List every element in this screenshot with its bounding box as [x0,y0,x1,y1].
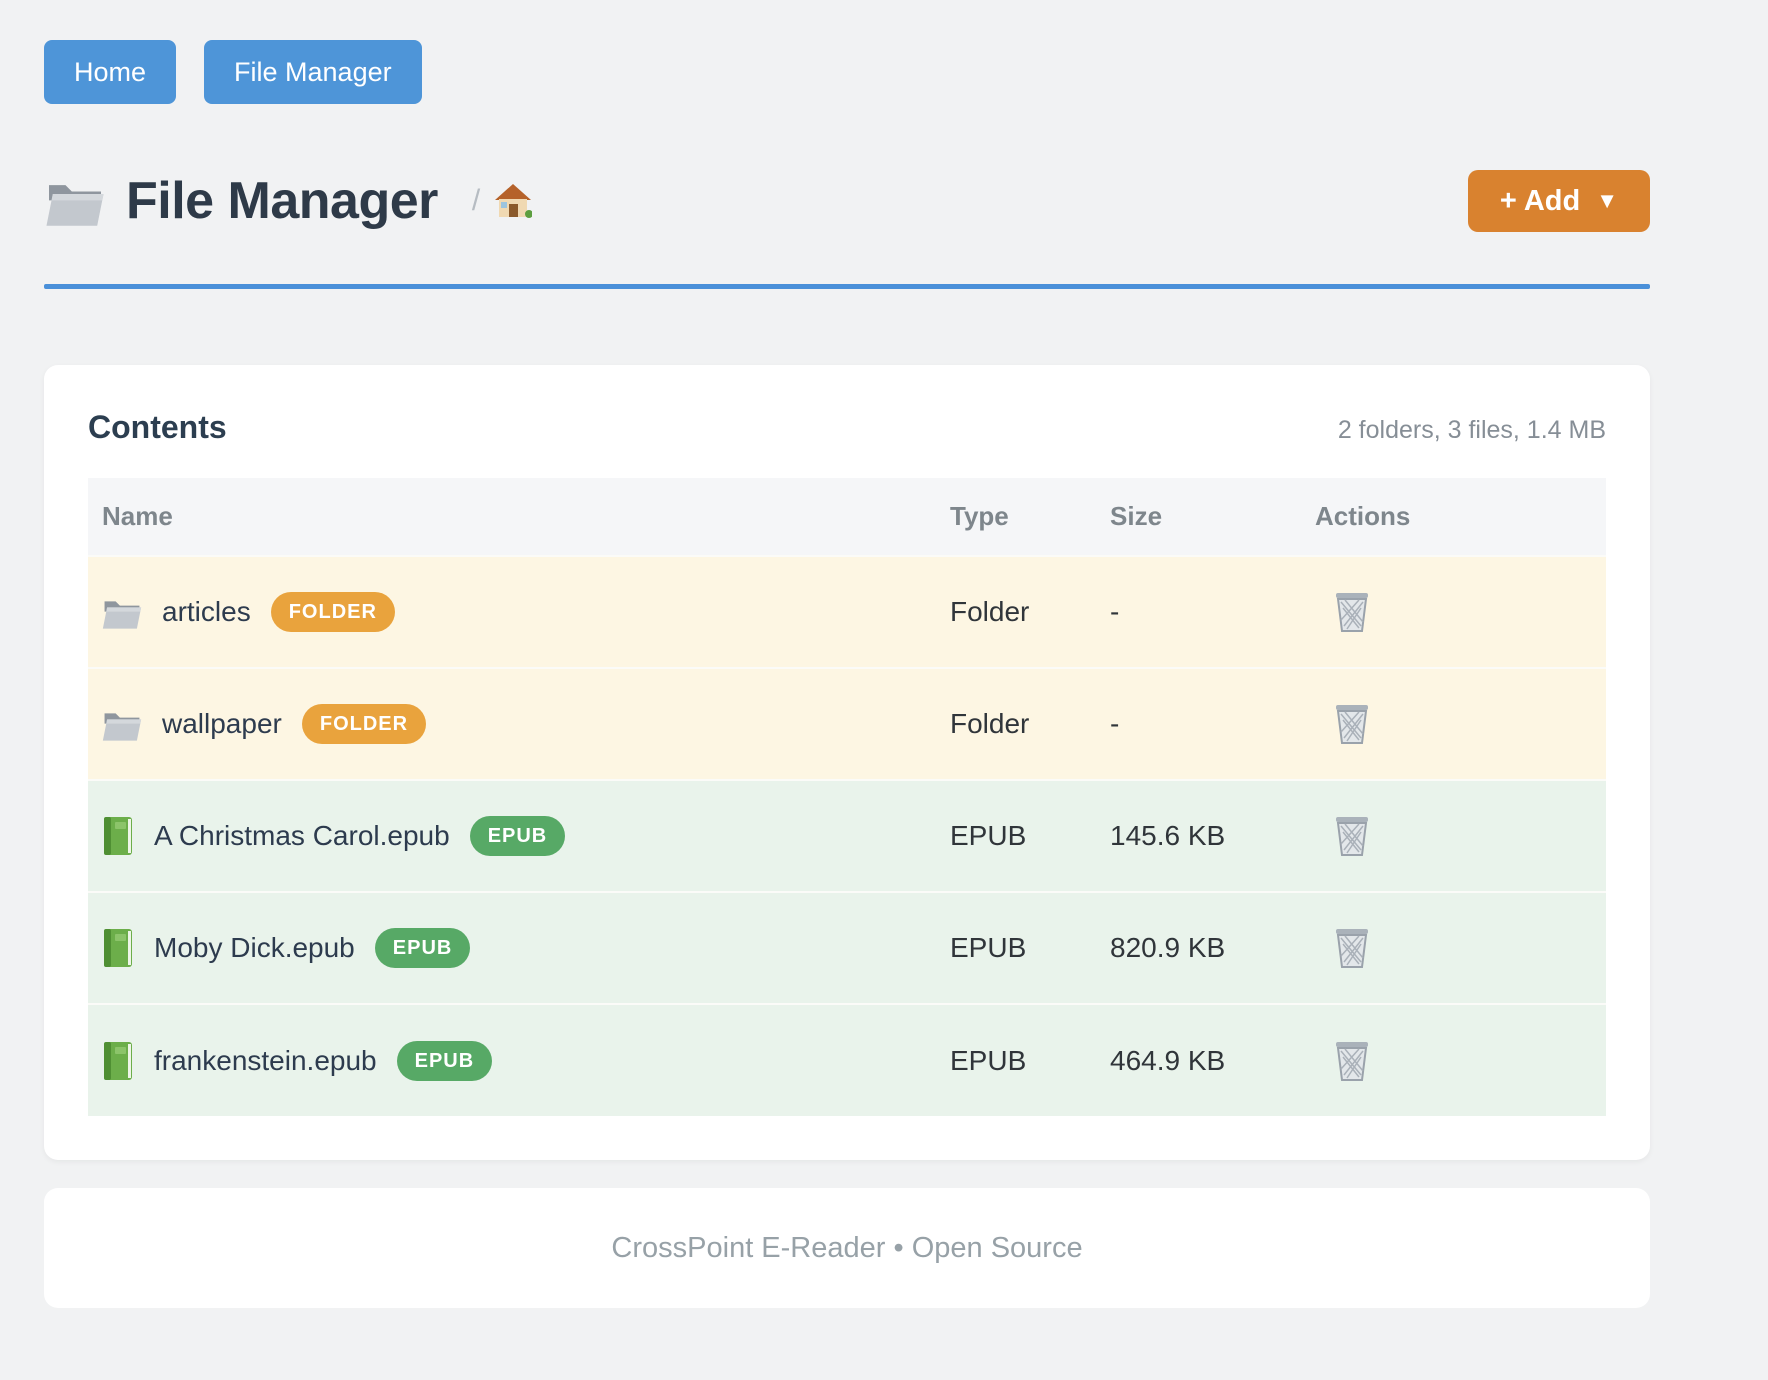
item-type: Folder [936,667,1096,780]
column-header-actions: Actions [1301,478,1606,556]
contents-summary: 2 folders, 3 files, 1.4 MB [1337,416,1606,444]
table-row-christmas-carol[interactable]: A Christmas Carol.epub EPUB EPUB 145.6 K… [88,779,1606,892]
epub-badge: EPUB [469,816,566,856]
item-type: Folder [936,555,1096,668]
folder-icon [102,713,142,741]
file-table: Name Type Size Actions articles FOLDER F… [88,478,1606,1116]
home-icon[interactable] [494,183,533,219]
nav-home-button[interactable]: Home [44,40,177,104]
folder-badge: FOLDER [301,704,427,744]
table-row-frankenstein[interactable]: frankenstein.epub EPUB EPUB 464.9 KB [88,1003,1606,1116]
book-icon [104,929,132,967]
item-name: wallpaper [162,708,282,739]
epub-badge: EPUB [396,1040,493,1081]
contents-heading: Contents [88,409,227,445]
book-icon [104,817,132,855]
item-size: 820.9 KB [1096,891,1301,1004]
item-name: A Christmas Carol.epub [154,820,450,851]
trash-icon [1335,816,1369,856]
top-nav: Home File Manager [44,0,1650,104]
table-row-wallpaper[interactable]: wallpaper FOLDER Folder - [88,667,1606,780]
column-header-size: Size [1096,478,1301,556]
folder-icon [46,185,104,226]
title-row: File Manager / + Add ▼ [44,168,1650,234]
item-type: EPUB [936,1003,1096,1116]
contents-card: Contents 2 folders, 3 files, 1.4 MB Name… [44,365,1650,1160]
nav-file-manager-button[interactable]: File Manager [204,40,422,104]
trash-icon [1335,928,1369,968]
column-header-name: Name [88,478,936,556]
breadcrumb: / [471,183,533,219]
table-row-articles[interactable]: articles FOLDER Folder - [88,555,1606,668]
footer-text: CrossPoint E-Reader • Open Source [611,1231,1083,1264]
table-row-moby-dick[interactable]: Moby Dick.epub EPUB EPUB 820.9 KB [88,891,1606,1004]
delete-button[interactable] [1335,592,1369,632]
title-underline [44,284,1650,289]
delete-button[interactable] [1335,704,1369,744]
page: Home File Manager File Manager / + Add ▼… [44,0,1650,1308]
contents-card-header: Contents 2 folders, 3 files, 1.4 MB [88,409,1606,446]
epub-badge: EPUB [374,928,471,968]
trash-icon [1335,1040,1369,1081]
item-name: articles [162,596,251,627]
column-header-type: Type [936,478,1096,556]
item-size: - [1096,555,1301,668]
item-size: 464.9 KB [1096,1003,1301,1116]
trash-icon [1335,592,1369,632]
breadcrumb-separator: / [471,184,481,217]
item-name: frankenstein.epub [154,1044,377,1076]
item-size: 145.6 KB [1096,779,1301,892]
add-button[interactable]: + Add ▼ [1467,170,1650,232]
delete-button[interactable] [1335,1040,1369,1081]
book-icon [104,1041,132,1080]
chevron-down-icon: ▼ [1596,188,1618,213]
delete-button[interactable] [1335,816,1369,856]
folder-badge: FOLDER [270,592,395,632]
table-header-row: Name Type Size Actions [88,478,1606,556]
item-name: Moby Dick.epub [154,932,355,963]
item-size: - [1096,667,1301,780]
trash-icon [1335,704,1369,744]
item-type: EPUB [936,779,1096,892]
folder-icon [102,601,142,629]
footer-card: CrossPoint E-Reader • Open Source [44,1188,1650,1308]
delete-button[interactable] [1335,928,1369,968]
item-type: EPUB [936,891,1096,1004]
page-title: File Manager [126,172,438,230]
add-button-label: + Add [1499,184,1581,217]
